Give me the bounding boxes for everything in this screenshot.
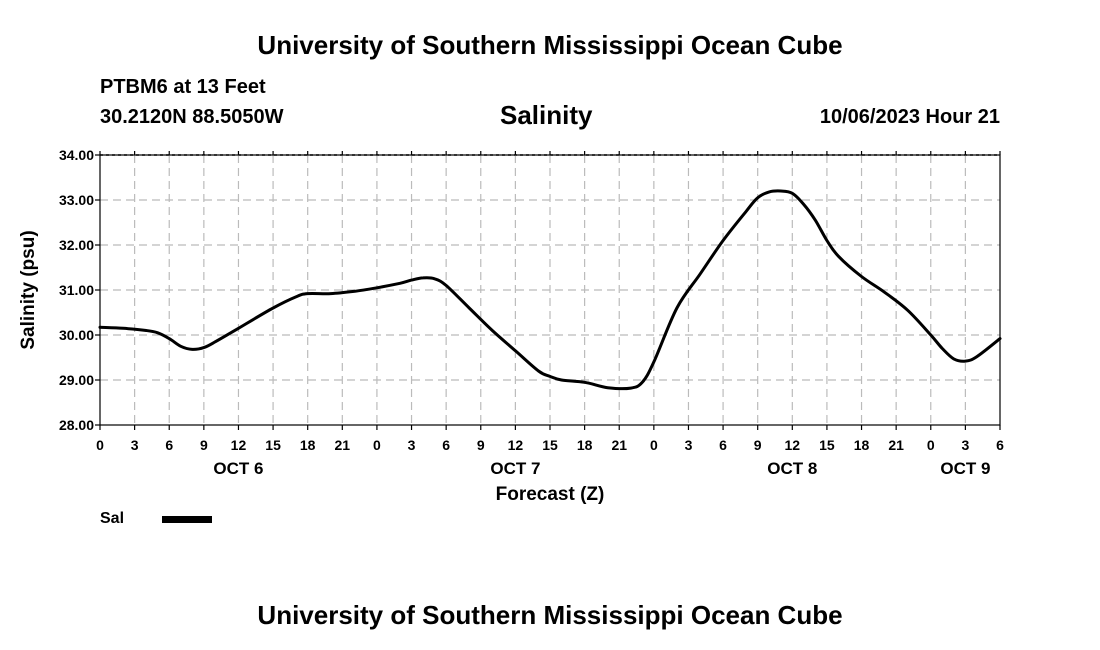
y-tick-labels: 28.00 29.00 30.00 31.00 32.00 33.00 34.00	[59, 147, 94, 433]
y-tick-label: 34.00	[59, 147, 94, 163]
y-tick-label: 29.00	[59, 372, 94, 388]
x-tick-label: 0	[927, 437, 935, 453]
x-tick-label: 9	[754, 437, 762, 453]
x-tick-labels: 0 3 6 9 12 15 18 21 0 3 6 9 12 15 18 21 0 3 6 9 12 15 18 21 0 3 6	[96, 437, 1004, 453]
y-tick-label: 33.00	[59, 192, 94, 208]
day-labels: OCT 6 OCT 7 OCT 8 OCT 9	[213, 459, 990, 478]
x-tick-label: 0	[650, 437, 658, 453]
x-tick-label: 6	[165, 437, 173, 453]
legend-swatch	[162, 516, 212, 523]
y-tick-label: 28.00	[59, 417, 94, 433]
x-tick-label: 12	[508, 437, 524, 453]
x-tick-label: 3	[408, 437, 416, 453]
x-tick-label: 0	[373, 437, 381, 453]
y-axis-title: Salinity (psu)	[18, 230, 39, 349]
x-tick-label: 12	[785, 437, 801, 453]
x-tick-label: 15	[542, 437, 558, 453]
x-tick-label: 21	[611, 437, 627, 453]
y-tick-label: 32.00	[59, 237, 94, 253]
x-tick-label: 9	[477, 437, 485, 453]
x-axis-title: Forecast (Z)	[496, 484, 605, 505]
day-label: OCT 8	[767, 459, 817, 478]
x-tick-label: 21	[888, 437, 904, 453]
x-tick-label: 0	[96, 437, 104, 453]
x-tick-label: 18	[854, 437, 870, 453]
y-tick-label: 31.00	[59, 282, 94, 298]
grid	[100, 154, 1000, 425]
x-tick-label: 6	[442, 437, 450, 453]
x-tick-label: 6	[996, 437, 1004, 453]
footer-title: University of Southern Mississippi Ocean…	[257, 600, 843, 630]
series-line-sal	[98, 189, 1002, 391]
y-tick-label: 30.00	[59, 327, 94, 343]
x-tick-label: 15	[265, 437, 281, 453]
x-tick-label: 6	[719, 437, 727, 453]
x-tick-label: 3	[685, 437, 693, 453]
tick-marks	[95, 151, 1001, 430]
x-tick-label: 15	[819, 437, 835, 453]
chart-title: Salinity	[500, 100, 593, 130]
day-label: OCT 7	[490, 459, 540, 478]
x-tick-label: 18	[300, 437, 316, 453]
x-tick-label: 3	[961, 437, 969, 453]
legend-label: Sal	[100, 510, 125, 527]
x-tick-label: 18	[577, 437, 593, 453]
day-label: OCT 9	[940, 459, 990, 478]
x-tick-label: 9	[200, 437, 208, 453]
day-label: OCT 6	[213, 459, 263, 478]
x-tick-label: 3	[131, 437, 139, 453]
datetime-label: 10/06/2023 Hour 21	[819, 106, 1000, 128]
coordinates-label: 30.2120N 88.5050W	[100, 106, 284, 128]
station-label: PTBM6 at 13 Feet	[100, 76, 266, 98]
x-tick-label: 21	[335, 437, 351, 453]
x-tick-label: 12	[231, 437, 247, 453]
page-title: University of Southern Mississippi Ocean…	[257, 30, 843, 60]
